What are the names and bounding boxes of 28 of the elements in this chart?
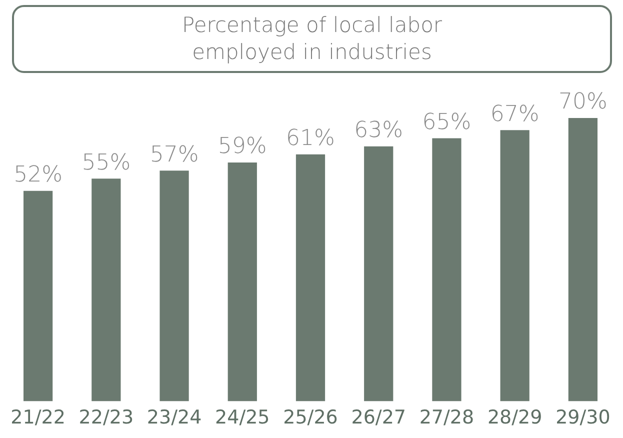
x-tick-label: 29/30 <box>556 406 610 429</box>
x-tick-label: 26/27 <box>351 406 406 429</box>
data-label: 67% <box>490 102 540 127</box>
bar <box>364 146 394 402</box>
bar <box>296 154 326 402</box>
data-label: 61% <box>286 126 335 152</box>
x-tick-label: 21/22 <box>10 406 66 429</box>
x-tick-label: 24/25 <box>215 406 270 429</box>
x-tick-label: 27/28 <box>419 406 474 429</box>
bar <box>568 118 598 402</box>
data-label: 57% <box>150 142 199 168</box>
x-tick-label: 22/23 <box>78 406 134 429</box>
data-label: 55% <box>82 150 131 176</box>
bar <box>500 130 530 402</box>
x-tick-label: 25/26 <box>283 406 338 429</box>
data-label: 52% <box>14 162 63 188</box>
data-label: 63% <box>354 118 404 144</box>
bar <box>92 178 121 402</box>
bar <box>160 170 189 402</box>
x-tick-label: 28/29 <box>487 406 542 429</box>
data-label: 65% <box>422 110 472 135</box>
x-tick-label: 23/24 <box>146 406 202 429</box>
chart-title: Percentage of local labor employed in industries <box>180 12 444 66</box>
bar <box>228 162 257 402</box>
bar <box>432 138 462 402</box>
data-label: 59% <box>218 134 267 160</box>
bar <box>23 190 53 402</box>
data-label: 70% <box>558 90 608 115</box>
